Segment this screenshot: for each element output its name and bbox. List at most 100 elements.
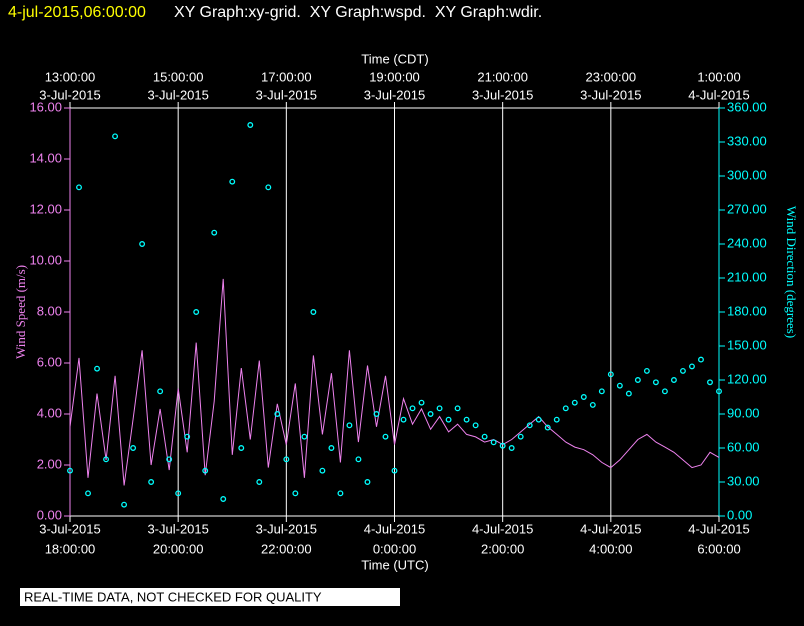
data-point <box>184 433 191 440</box>
note-box <box>20 588 400 606</box>
data-point <box>121 501 128 508</box>
data-point <box>220 496 227 502</box>
x-tick-label: 20:00:00 <box>153 541 204 556</box>
data-point <box>67 467 73 474</box>
x-tick-label: 18:00:00 <box>45 541 96 556</box>
data-point <box>76 184 82 191</box>
data-point <box>247 122 254 128</box>
data-point <box>202 467 209 474</box>
y2-tick-label: 60.00 <box>727 439 760 454</box>
x2-tick-label: 3-Jul-2015 <box>147 87 208 102</box>
data-point <box>283 456 290 463</box>
data-point <box>301 433 308 440</box>
y-tick-label: 6.00 <box>37 354 62 369</box>
x-tick-label: 22:00:00 <box>261 541 312 556</box>
data-point <box>625 390 632 397</box>
y-tick-label: 16.00 <box>29 99 62 114</box>
x2-tick-label: 23:00:00 <box>586 69 637 84</box>
data-point <box>661 388 668 395</box>
data-point <box>616 382 623 389</box>
y2-tick-label: 0.00 <box>727 507 752 522</box>
data-point <box>643 367 650 374</box>
x2-tick-label: 3-Jul-2015 <box>256 87 317 102</box>
x-tick-label: 4-Jul-2015 <box>688 521 749 536</box>
data-point <box>716 388 722 395</box>
x2-tick-label: 3-Jul-2015 <box>364 87 425 102</box>
x2-tick-label: 3-Jul-2015 <box>39 87 100 102</box>
data-point <box>139 241 146 247</box>
data-point <box>571 399 578 406</box>
data-point <box>580 394 587 400</box>
data-point <box>328 445 335 451</box>
data-point <box>103 456 110 463</box>
x2-axis-label: Time (CDT) <box>361 51 428 66</box>
data-point <box>292 490 299 497</box>
x-tick-label: 3-Jul-2015 <box>39 521 100 536</box>
y2-tick-label: 300.00 <box>727 167 767 182</box>
chart-title: XY Graph:xy-grid. XY Graph:wspd. XY Grap… <box>174 4 542 21</box>
y2-tick-label: 120.00 <box>727 371 767 386</box>
x-tick-label: 3-Jul-2015 <box>256 521 317 536</box>
data-point <box>364 479 371 485</box>
data-point <box>445 416 452 423</box>
data-point <box>562 405 569 412</box>
x2-tick-label: 1:00:00 <box>697 69 740 84</box>
data-point <box>517 433 524 440</box>
data-point <box>544 424 551 431</box>
y-tick-label: 8.00 <box>37 303 62 318</box>
data-point <box>481 433 488 440</box>
x2-tick-label: 13:00:00 <box>45 69 96 84</box>
data-point <box>310 309 317 315</box>
data-point <box>589 401 596 408</box>
data-point <box>679 367 686 374</box>
data-point <box>157 388 164 395</box>
data-point <box>256 479 263 485</box>
y-tick-label: 4.00 <box>37 405 62 420</box>
data-point <box>274 411 281 417</box>
y-tick-label: 0.00 <box>37 507 62 522</box>
y2-axis-label: Wind Direction (degrees) <box>784 206 799 338</box>
x2-tick-label: 3-Jul-2015 <box>472 87 533 102</box>
data-point <box>391 467 398 474</box>
data-point <box>211 229 218 236</box>
data-point <box>148 479 155 485</box>
x2-tick-label: 21:00:00 <box>477 69 528 84</box>
data-point <box>409 405 416 412</box>
data-point <box>707 379 713 386</box>
x-tick-label: 0:00:00 <box>373 541 416 556</box>
y2-tick-label: 150.00 <box>727 337 767 352</box>
x-axis-label: Time (UTC) <box>361 557 428 572</box>
data-point <box>652 379 659 386</box>
y-tick-label: 14.00 <box>29 150 62 165</box>
data-point <box>670 377 677 383</box>
x2-tick-label: 4-Jul-2015 <box>688 87 749 102</box>
data-point <box>166 456 173 463</box>
y-tick-label: 10.00 <box>29 252 62 267</box>
data-point <box>85 490 91 497</box>
data-point <box>355 456 362 463</box>
data-point <box>607 371 614 378</box>
data-point <box>193 309 200 315</box>
x-tick-label: 3-Jul-2015 <box>147 521 208 536</box>
data-point <box>472 422 479 429</box>
data-point <box>427 411 434 417</box>
x-tick-label: 2:00:00 <box>481 541 524 556</box>
data-point <box>418 399 425 406</box>
data-point <box>382 433 389 440</box>
x-tick-label: 4-Jul-2015 <box>364 521 425 536</box>
data-point <box>490 439 497 446</box>
data-point <box>337 490 344 497</box>
y2-tick-label: 90.00 <box>727 405 760 420</box>
data-point <box>265 184 272 191</box>
y-tick-label: 12.00 <box>29 201 62 216</box>
y2-tick-label: 210.00 <box>727 269 767 284</box>
x2-tick-label: 3-Jul-2015 <box>580 87 641 102</box>
data-point <box>689 363 695 370</box>
data-point <box>175 490 182 497</box>
data-point <box>319 467 326 474</box>
data-point <box>499 442 506 449</box>
y2-tick-label: 240.00 <box>727 235 767 250</box>
data-point <box>454 405 461 412</box>
data-point <box>634 377 641 383</box>
